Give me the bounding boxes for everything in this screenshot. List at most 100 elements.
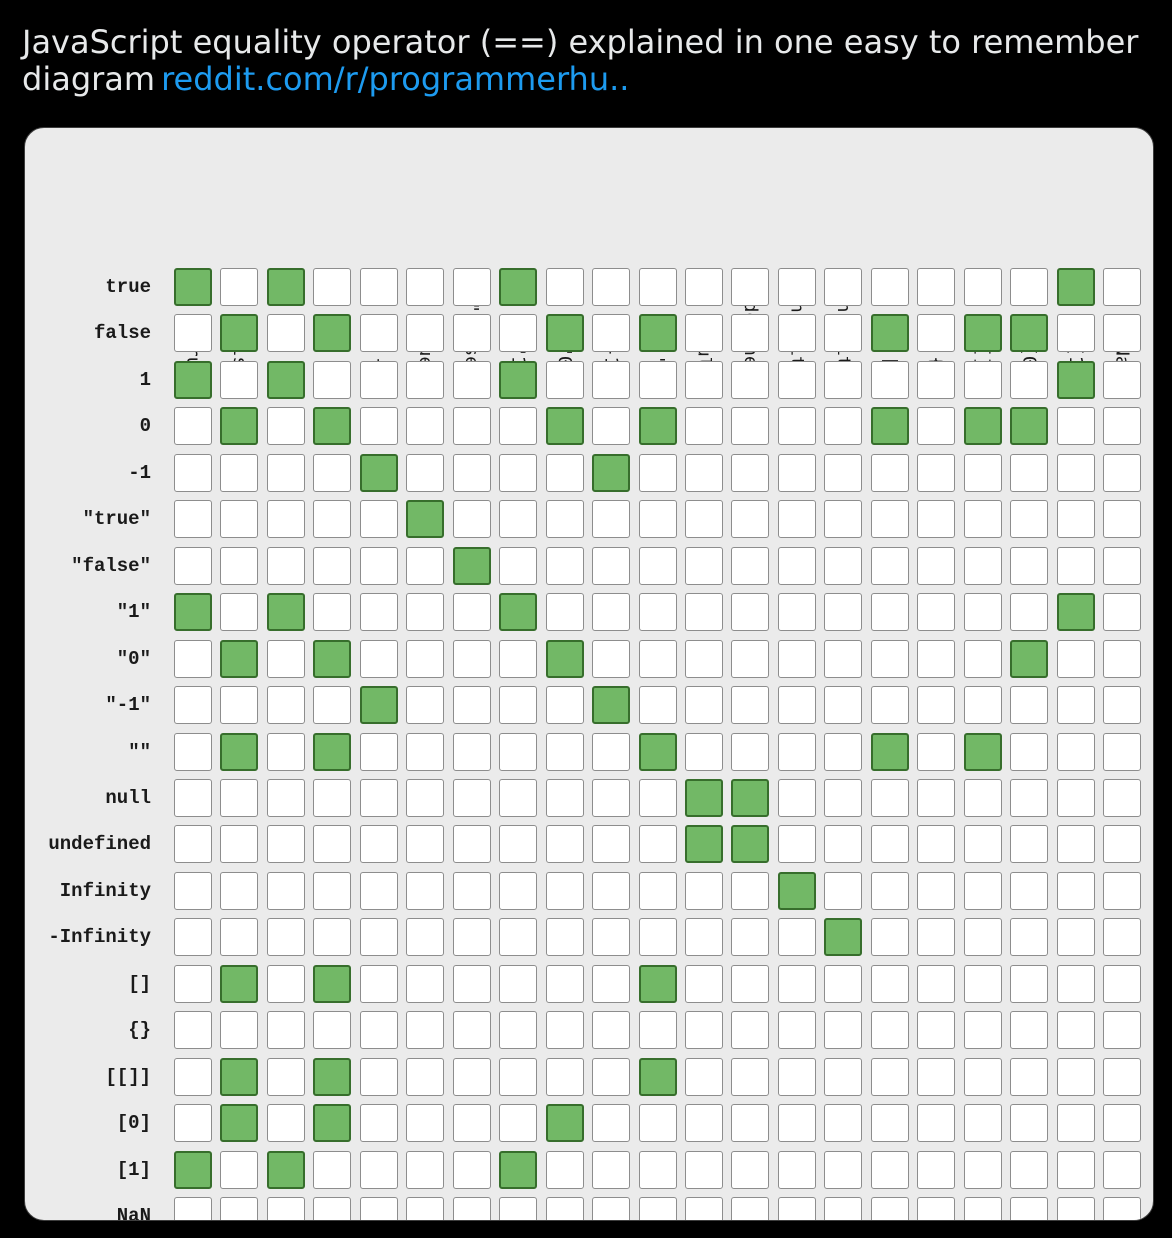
- not-equal-cell: [963, 1011, 1002, 1050]
- not-equal-cell: [452, 1150, 491, 1189]
- not-equal-cell: [266, 546, 305, 585]
- not-equal-cell: [1056, 918, 1095, 957]
- not-equal-cell: [545, 1011, 584, 1050]
- not-equal-cell: [638, 546, 677, 585]
- not-equal-cell: [1056, 1150, 1095, 1189]
- not-equal-cell: [917, 268, 956, 306]
- not-equal-cell: [220, 918, 259, 957]
- equal-cell: [359, 686, 398, 725]
- not-equal-cell: [406, 1011, 445, 1050]
- not-equal-cell: [220, 871, 259, 910]
- not-equal-cell: [592, 1104, 631, 1143]
- not-equal-cell: [777, 1011, 816, 1050]
- not-equal-cell: [592, 360, 631, 399]
- not-equal-cell: [406, 918, 445, 957]
- equal-cell: [499, 1150, 538, 1189]
- not-equal-cell: [731, 1150, 770, 1189]
- not-equal-cell: [870, 918, 909, 957]
- equal-cell: [1010, 314, 1049, 353]
- not-equal-cell: [1010, 686, 1049, 725]
- not-equal-cell: [870, 825, 909, 864]
- row-header: "-1": [105, 694, 151, 717]
- not-equal-cell: [592, 639, 631, 678]
- not-equal-cell: [963, 593, 1002, 632]
- not-equal-cell: [963, 1150, 1002, 1189]
- not-equal-cell: [917, 1057, 956, 1096]
- not-equal-cell: [266, 825, 305, 864]
- not-equal-cell: [592, 1057, 631, 1096]
- not-equal-cell: [731, 593, 770, 632]
- not-equal-cell: [452, 1197, 491, 1220]
- not-equal-cell: [359, 918, 398, 957]
- not-equal-cell: [684, 639, 723, 678]
- not-equal-cell: [266, 1104, 305, 1143]
- not-equal-cell: [963, 1104, 1002, 1143]
- not-equal-cell: [592, 500, 631, 539]
- not-equal-cell: [452, 778, 491, 817]
- not-equal-cell: [638, 639, 677, 678]
- not-equal-cell: [638, 500, 677, 539]
- not-equal-cell: [1056, 453, 1095, 492]
- not-equal-cell: [359, 1104, 398, 1143]
- not-equal-cell: [266, 918, 305, 957]
- not-equal-cell: [266, 1011, 305, 1050]
- row-header: [0]: [116, 1112, 151, 1135]
- equal-cell: [220, 1104, 259, 1143]
- not-equal-cell: [870, 686, 909, 725]
- not-equal-cell: [777, 825, 816, 864]
- not-equal-cell: [824, 268, 863, 306]
- not-equal-cell: [1010, 871, 1049, 910]
- not-equal-cell: [313, 825, 352, 864]
- not-equal-cell: [452, 314, 491, 353]
- equal-cell: [963, 314, 1002, 353]
- not-equal-cell: [499, 639, 538, 678]
- not-equal-cell: [313, 871, 352, 910]
- tweet-link[interactable]: reddit.com/r/programmerhu..: [161, 60, 630, 98]
- not-equal-cell: [592, 918, 631, 957]
- not-equal-cell: [824, 1057, 863, 1096]
- not-equal-cell: [266, 778, 305, 817]
- not-equal-cell: [824, 964, 863, 1003]
- not-equal-cell: [731, 1011, 770, 1050]
- not-equal-cell: [731, 686, 770, 725]
- row-header: true: [105, 276, 151, 298]
- not-equal-cell: [545, 778, 584, 817]
- not-equal-cell: [452, 360, 491, 399]
- not-equal-cell: [1056, 1011, 1095, 1050]
- not-equal-cell: [684, 407, 723, 446]
- not-equal-cell: [220, 1011, 259, 1050]
- diagram-card[interactable]: true false 1 0 -1 "true" "false" "1" "0" "-1" "" nu…: [24, 127, 1154, 1221]
- not-equal-cell: [638, 1150, 677, 1189]
- not-equal-cell: [731, 1197, 770, 1220]
- not-equal-cell: [174, 407, 212, 446]
- not-equal-cell: [406, 453, 445, 492]
- not-equal-cell: [731, 918, 770, 957]
- equal-cell: [174, 360, 212, 399]
- not-equal-cell: [777, 1057, 816, 1096]
- not-equal-cell: [592, 407, 631, 446]
- equal-cell: [638, 1057, 677, 1096]
- not-equal-cell: [1103, 871, 1141, 910]
- equal-cell: [1056, 360, 1095, 399]
- not-equal-cell: [406, 546, 445, 585]
- equal-cell: [220, 732, 259, 771]
- equal-cell: [1010, 639, 1049, 678]
- equal-cell: [406, 500, 445, 539]
- equal-cell: [545, 1104, 584, 1143]
- equal-cell: [313, 1104, 352, 1143]
- not-equal-cell: [545, 593, 584, 632]
- not-equal-cell: [1103, 268, 1141, 306]
- row-header: null: [105, 786, 151, 809]
- not-equal-cell: [638, 453, 677, 492]
- not-equal-cell: [174, 686, 212, 725]
- equal-cell: [220, 407, 259, 446]
- not-equal-cell: [824, 593, 863, 632]
- not-equal-cell: [1103, 407, 1141, 446]
- not-equal-cell: [731, 546, 770, 585]
- not-equal-cell: [917, 360, 956, 399]
- row-header: -Infinity: [48, 926, 151, 949]
- not-equal-cell: [313, 593, 352, 632]
- not-equal-cell: [917, 918, 956, 957]
- equal-cell: [499, 360, 538, 399]
- not-equal-cell: [777, 1197, 816, 1220]
